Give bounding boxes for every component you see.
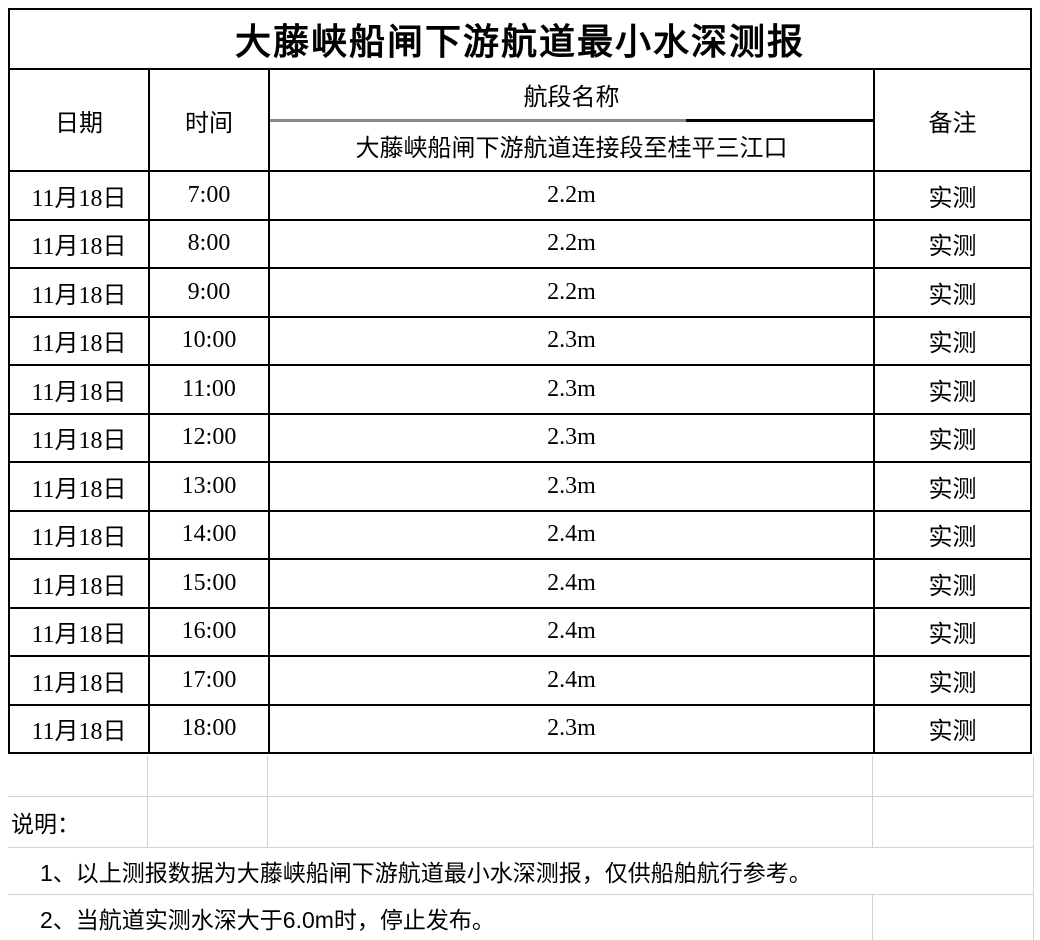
date-cell: 11月18日 xyxy=(10,558,148,607)
time-cell: 8:00 xyxy=(148,218,268,267)
note-item-1: 1、以上测报数据为大藤峡船闸下游航道最小水深测报，仅供船舶航行参考。 xyxy=(8,848,1034,895)
remark-cell: 实测 xyxy=(873,364,1030,413)
time-cell: 12:00 xyxy=(148,412,268,461)
time-cell: 18:00 xyxy=(148,703,268,752)
depth-cell: 2.4m xyxy=(268,558,873,607)
time-cell: 9:00 xyxy=(148,267,268,316)
remark-cell: 实测 xyxy=(873,170,1030,219)
table-row: 11月18日 15:00 2.4m 实测 xyxy=(10,558,1030,607)
date-cell: 11月18日 xyxy=(10,606,148,656)
time-cell: 17:00 xyxy=(148,655,268,704)
table-row: 11月18日 14:00 2.4m 实测 xyxy=(10,509,1030,559)
table-header-row: 日期 时间 航段名称 大藤峡船闸下游航道连接段至桂平三江口 备注 xyxy=(10,70,1030,170)
segment-divider-line xyxy=(270,118,873,122)
date-cell: 11月18日 xyxy=(10,655,148,704)
remark-cell: 实测 xyxy=(873,558,1030,607)
remark-cell: 实测 xyxy=(873,606,1030,655)
notes-label-row: 说明： xyxy=(8,797,1034,848)
depth-cell: 2.3m xyxy=(268,364,873,413)
date-cell: 11月18日 xyxy=(10,315,148,365)
depth-cell: 2.4m xyxy=(268,509,873,558)
depth-cell: 2.2m xyxy=(268,170,873,219)
depth-cell: 2.2m xyxy=(268,267,873,316)
remark-cell: 实测 xyxy=(873,267,1030,316)
date-cell: 11月18日 xyxy=(10,267,148,316)
table-row: 11月18日 16:00 2.4m 实测 xyxy=(10,606,1030,656)
depth-cell: 2.3m xyxy=(268,703,873,752)
time-cell: 15:00 xyxy=(148,558,268,607)
header-segment-name: 航段名称 xyxy=(523,84,620,111)
page-title: 大藤峡船闸下游航道最小水深测报 xyxy=(10,10,1030,70)
date-cell: 11月18日 xyxy=(10,364,148,413)
time-cell: 11:00 xyxy=(148,364,268,413)
notes-section: 说明： 1、以上测报数据为大藤峡船闸下游航道最小水深测报，仅供船舶航行参考。 2… xyxy=(8,756,1034,940)
header-segment-sub: 大藤峡船闸下游航道连接段至桂平三江口 xyxy=(355,136,788,163)
table-body: 11月18日 7:00 2.2m 实测 11月18日 8:00 2.2m 实测 … xyxy=(10,170,1030,752)
time-cell: 13:00 xyxy=(148,461,268,510)
depth-cell: 2.2m xyxy=(268,218,873,267)
time-cell: 16:00 xyxy=(148,606,268,655)
table-row: 11月18日 13:00 2.3m 实测 xyxy=(10,461,1030,510)
remark-cell: 实测 xyxy=(873,461,1030,510)
notes-label: 说明： xyxy=(8,797,148,847)
remark-cell: 实测 xyxy=(873,509,1030,558)
header-remark: 备注 xyxy=(873,70,1030,170)
time-cell: 7:00 xyxy=(148,170,268,219)
table-row: 11月18日 11:00 2.3m 实测 xyxy=(10,364,1030,413)
table-row: 11月18日 7:00 2.2m 实测 xyxy=(10,170,1030,219)
date-cell: 11月18日 xyxy=(10,218,148,268)
table-row: 11月18日 12:00 2.3m 实测 xyxy=(10,412,1030,462)
date-cell: 11月18日 xyxy=(10,170,148,219)
header-segment-group: 航段名称 大藤峡船闸下游航道连接段至桂平三江口 xyxy=(268,70,873,170)
remark-cell: 实测 xyxy=(873,412,1030,461)
header-date: 日期 xyxy=(55,110,103,137)
table-row: 11月18日 10:00 2.3m 实测 xyxy=(10,315,1030,365)
header-time: 时间 xyxy=(148,70,268,170)
time-cell: 14:00 xyxy=(148,509,268,558)
depth-cell: 2.4m xyxy=(268,655,873,704)
spacer-row xyxy=(8,756,1034,797)
remark-cell: 实测 xyxy=(873,315,1030,364)
table-row: 11月18日 9:00 2.2m 实测 xyxy=(10,267,1030,316)
date-cell: 11月18日 xyxy=(10,703,148,753)
date-cell: 11月18日 xyxy=(10,509,148,559)
remark-cell: 实测 xyxy=(873,218,1030,267)
depth-cell: 2.3m xyxy=(268,315,873,364)
depth-report-table: 大藤峡船闸下游航道最小水深测报 日期 时间 航段名称 大藤峡船闸下游航道连接段至… xyxy=(8,8,1032,754)
remark-cell: 实测 xyxy=(873,655,1030,704)
depth-cell: 2.3m xyxy=(268,461,873,510)
date-cell: 11月18日 xyxy=(10,412,148,462)
note-item-2: 2、当航道实测水深大于6.0m时，停止发布。 xyxy=(8,895,873,940)
time-cell: 10:00 xyxy=(148,315,268,364)
table-row: 11月18日 17:00 2.4m 实测 xyxy=(10,655,1030,704)
table-row: 11月18日 8:00 2.2m 实测 xyxy=(10,218,1030,268)
depth-cell: 2.3m xyxy=(268,412,873,461)
table-row: 11月18日 18:00 2.3m 实测 xyxy=(10,703,1030,753)
note-item-2-row: 2、当航道实测水深大于6.0m时，停止发布。 xyxy=(8,895,1034,940)
depth-cell: 2.4m xyxy=(268,606,873,655)
remark-cell: 实测 xyxy=(873,703,1030,752)
date-cell: 11月18日 xyxy=(10,461,148,510)
